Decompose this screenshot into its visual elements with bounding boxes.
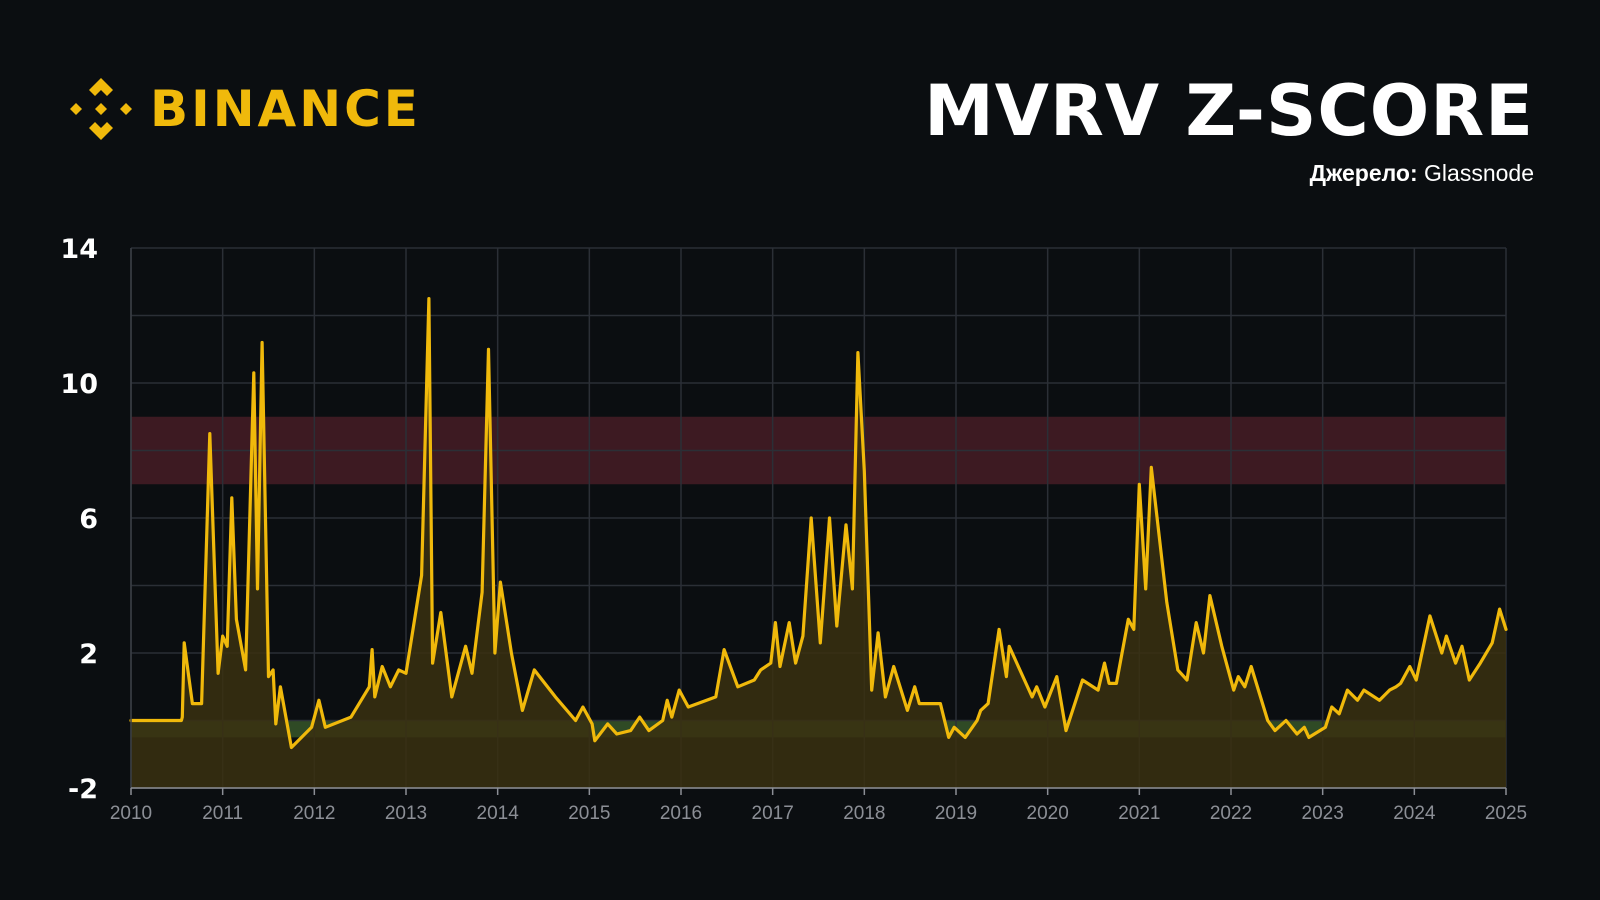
series-area <box>131 298 1506 788</box>
y-tick-label: 6 <box>79 504 98 535</box>
x-tick-label: 2021 <box>1118 803 1160 824</box>
x-tick-label: 2015 <box>568 803 610 824</box>
x-tick-label: 2014 <box>477 803 520 824</box>
x-tick-label: 2013 <box>385 803 427 824</box>
x-tick-label: 2020 <box>1027 803 1069 824</box>
x-tick-label: 2011 <box>202 803 243 824</box>
x-tick-label: 2017 <box>752 803 794 824</box>
y-tick-label: 10 <box>60 369 98 400</box>
x-tick-label: 2023 <box>1302 803 1344 824</box>
source-value: Glassnode <box>1424 160 1534 186</box>
x-tick-label: 2018 <box>843 803 885 824</box>
x-tick-label: 2012 <box>293 803 335 824</box>
binance-logo: BINANCE <box>66 74 421 144</box>
source-label: Джерело: <box>1309 160 1418 186</box>
y-tick-label: 14 <box>60 234 98 265</box>
x-tick-label: 2016 <box>660 803 702 824</box>
series-line <box>129 297 1508 750</box>
x-tick-label: 2025 <box>1485 803 1527 824</box>
x-tick-label: 2010 <box>110 803 152 824</box>
x-tick-label: 2022 <box>1210 803 1252 824</box>
source-credit: Джерело: Glassnode <box>1310 160 1534 187</box>
binance-diamond-icon <box>70 78 132 140</box>
brand-name: BINANCE <box>150 80 421 138</box>
x-tick-label: 2019 <box>935 803 977 824</box>
x-tick-label: 2024 <box>1393 803 1436 824</box>
y-tick-label: 2 <box>79 639 98 670</box>
chart-title: MVRV Z-SCORE <box>924 70 1534 152</box>
y-tick-label: -2 <box>68 774 98 805</box>
